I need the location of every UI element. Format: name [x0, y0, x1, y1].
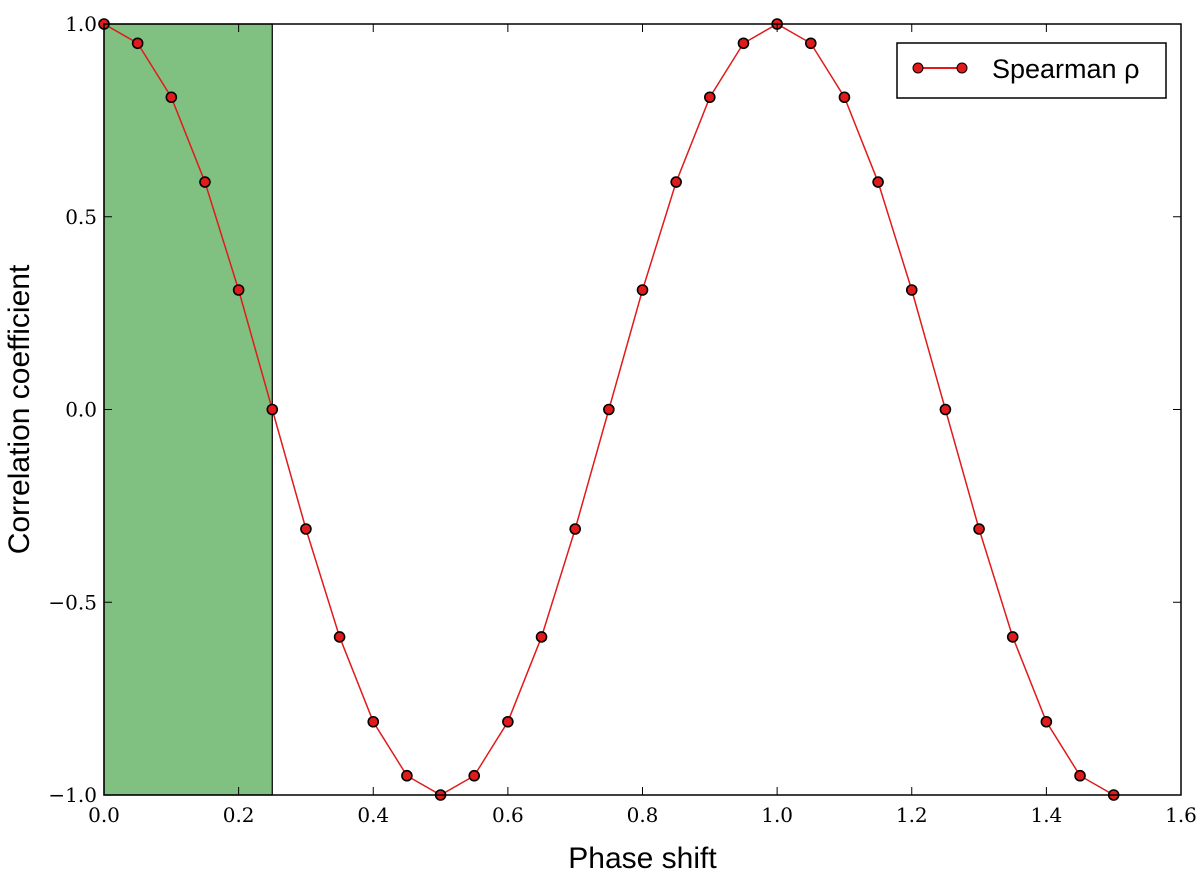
data-point	[636, 284, 649, 296]
y-tick-label: 1.0	[65, 12, 97, 36]
x-tick-label: 0.4	[357, 803, 389, 827]
x-tick-label: 1.6	[1165, 803, 1197, 827]
x-axis-title: Phase shift	[568, 842, 717, 875]
y-tick-label: 0.0	[65, 398, 97, 422]
x-tick-label: 0.0	[88, 803, 120, 827]
legend: Spearman ρ	[896, 42, 1167, 99]
legend-marker	[956, 62, 968, 74]
legend-box	[896, 42, 1167, 99]
data-point	[199, 176, 211, 188]
legend-marker	[912, 62, 924, 74]
x-tick-label: 0.2	[223, 803, 255, 827]
data-point	[1040, 715, 1053, 728]
data-point	[333, 631, 346, 643]
data-point	[872, 176, 884, 188]
legend-label: Spearman ρ	[992, 54, 1139, 84]
data-point	[232, 284, 245, 296]
data-point	[603, 403, 615, 416]
data-point	[468, 769, 481, 782]
x-tick-label: 1.2	[896, 803, 928, 827]
data-point	[1006, 631, 1019, 643]
y-tick-label: 0.5	[65, 205, 97, 229]
x-tick-label: 0.6	[492, 803, 524, 827]
data-point	[838, 91, 851, 104]
data-point	[131, 37, 144, 50]
data-point	[939, 403, 952, 416]
data-point	[569, 523, 581, 535]
data-point	[670, 176, 682, 188]
x-tick-label: 1.0	[761, 803, 793, 827]
y-tick-label: −0.5	[48, 590, 97, 614]
data-point	[300, 523, 312, 535]
data-point	[502, 715, 514, 728]
data-point	[704, 91, 716, 104]
y-axis-title: Correlation coefficient	[3, 264, 36, 554]
data-point	[804, 37, 817, 50]
data-point	[737, 37, 750, 50]
y-tick-label: −1.0	[48, 783, 97, 807]
shaded-region	[103, 23, 273, 796]
x-tick-label: 0.8	[627, 803, 659, 827]
data-point	[165, 91, 178, 104]
data-point	[905, 284, 918, 296]
ticks-layer: 0.0 0.2 0.4 0.6 0.8 1.0 1.2 1.4 1.6 −1.0 −0.5 0.0 0.…	[48, 12, 1196, 827]
data-point	[401, 769, 413, 782]
plot-area	[104, 24, 1181, 795]
data-point	[266, 403, 279, 416]
data-point	[973, 523, 985, 535]
data-point	[367, 715, 380, 728]
x-tick-label: 1.4	[1030, 803, 1062, 827]
data-point	[535, 631, 548, 643]
plot-frame	[103, 23, 1182, 796]
data-point	[1074, 769, 1086, 782]
